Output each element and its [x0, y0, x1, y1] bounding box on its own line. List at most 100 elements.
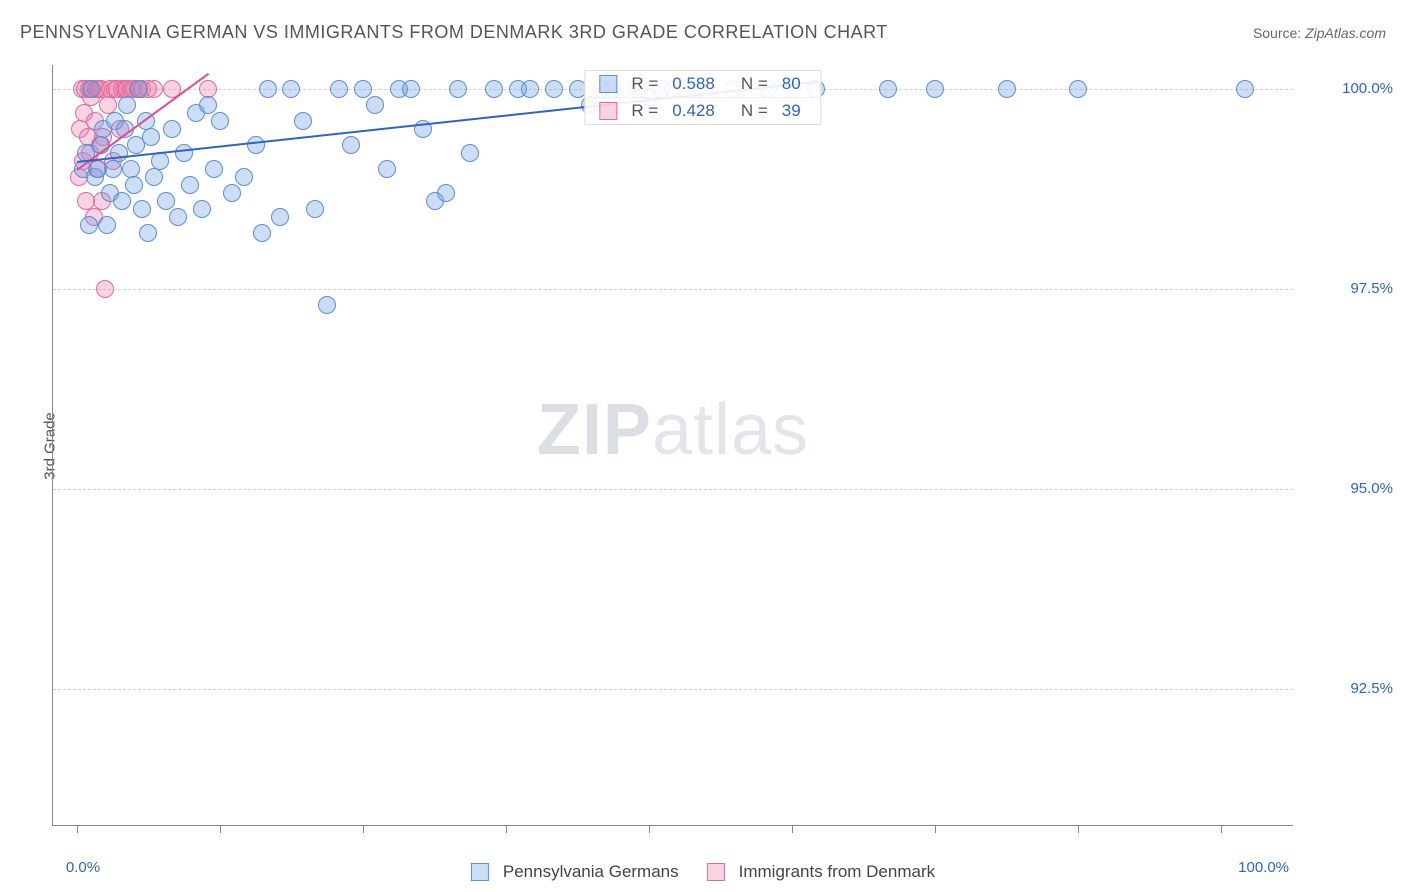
data-point-blue: [211, 112, 229, 130]
data-point-blue: [485, 80, 503, 98]
data-point-blue: [133, 200, 151, 218]
legend-item-blue: Pennsylvania Germans: [471, 862, 679, 882]
x-tick: [1221, 825, 1222, 833]
data-point-blue: [449, 80, 467, 98]
data-point-blue: [157, 192, 175, 210]
data-point-blue: [998, 80, 1016, 98]
n-label: N =: [741, 101, 768, 121]
data-point-blue: [82, 80, 100, 98]
x-tick: [649, 825, 650, 833]
swatch-blue: [599, 75, 617, 93]
source-label: Source:: [1253, 25, 1301, 41]
data-point-blue: [247, 136, 265, 154]
r-value-blue: 0.588: [672, 74, 715, 94]
data-point-blue: [282, 80, 300, 98]
data-point-blue: [461, 144, 479, 162]
data-point-blue: [1236, 80, 1254, 98]
data-point-blue: [125, 176, 143, 194]
watermark-atlas: atlas: [652, 390, 809, 470]
data-point-blue: [110, 144, 128, 162]
legend-item-pink: Immigrants from Denmark: [707, 862, 935, 882]
data-point-blue: [145, 168, 163, 186]
source-value: ZipAtlas.com: [1305, 25, 1386, 41]
swatch-pink: [707, 863, 725, 881]
r-value-pink: 0.428: [672, 101, 715, 121]
n-value-blue: 80: [782, 74, 801, 94]
series-legend: Pennsylvania Germans Immigrants from Den…: [471, 862, 935, 882]
data-point-blue: [402, 80, 420, 98]
gridline: [53, 689, 1293, 690]
data-point-blue: [181, 176, 199, 194]
data-point-blue: [104, 160, 122, 178]
data-point-blue: [193, 200, 211, 218]
x-right-label: 100.0%: [1238, 859, 1289, 876]
data-point-blue: [253, 224, 271, 242]
x-tick: [792, 825, 793, 833]
data-point-blue: [366, 96, 384, 114]
data-point-blue: [378, 160, 396, 178]
data-point-blue: [175, 144, 193, 162]
x-tick: [935, 825, 936, 833]
data-point-pink: [96, 280, 114, 298]
data-point-blue: [271, 208, 289, 226]
legend-label-pink: Immigrants from Denmark: [739, 862, 935, 882]
data-point-blue: [926, 80, 944, 98]
correlation-row-pink: R = 0.428 N = 39: [585, 97, 820, 124]
watermark-zip: ZIP: [537, 390, 652, 470]
r-label: R =: [631, 74, 658, 94]
data-point-blue: [80, 216, 98, 234]
data-point-blue: [118, 96, 136, 114]
data-point-blue: [223, 184, 241, 202]
r-label: R =: [631, 101, 658, 121]
data-point-blue: [139, 224, 157, 242]
x-tick: [1078, 825, 1079, 833]
data-point-blue: [330, 80, 348, 98]
data-point-blue: [306, 200, 324, 218]
x-tick: [363, 825, 364, 833]
x-tick: [220, 825, 221, 833]
data-point-blue: [205, 160, 223, 178]
data-point-pink: [145, 80, 163, 98]
data-point-blue: [437, 184, 455, 202]
data-point-blue: [235, 168, 253, 186]
swatch-blue: [471, 863, 489, 881]
x-left-label: 0.0%: [66, 859, 100, 876]
data-point-blue: [199, 96, 217, 114]
gridline: [53, 289, 1293, 290]
chart-source: Source: ZipAtlas.com: [1253, 25, 1386, 41]
swatch-pink: [599, 102, 617, 120]
data-point-blue: [142, 128, 160, 146]
data-point-blue: [545, 80, 563, 98]
data-point-blue: [879, 80, 897, 98]
data-point-blue: [354, 80, 372, 98]
data-point-blue: [163, 120, 181, 138]
legend-label-blue: Pennsylvania Germans: [503, 862, 679, 882]
y-tick-label: 92.5%: [1303, 680, 1393, 697]
n-label: N =: [741, 74, 768, 94]
scatter-plot: ZIPatlas 92.5%95.0%97.5%100.0%: [52, 65, 1293, 826]
data-point-blue: [259, 80, 277, 98]
y-tick-label: 100.0%: [1303, 80, 1393, 97]
data-point-blue: [169, 208, 187, 226]
data-point-blue: [318, 296, 336, 314]
data-point-blue: [1069, 80, 1087, 98]
watermark: ZIPatlas: [537, 389, 809, 471]
chart-header: PENNSYLVANIA GERMAN VS IMMIGRANTS FROM D…: [20, 22, 1386, 43]
y-tick-label: 97.5%: [1303, 280, 1393, 297]
data-point-blue: [113, 192, 131, 210]
y-tick-label: 95.0%: [1303, 480, 1393, 497]
data-point-blue: [130, 80, 148, 98]
data-point-blue: [342, 136, 360, 154]
x-tick: [77, 825, 78, 833]
data-point-blue: [521, 80, 539, 98]
correlation-row-blue: R = 0.588 N = 80: [585, 71, 820, 97]
data-point-blue: [122, 160, 140, 178]
data-point-blue: [98, 216, 116, 234]
n-value-pink: 39: [782, 101, 801, 121]
gridline: [53, 489, 1293, 490]
chart-title: PENNSYLVANIA GERMAN VS IMMIGRANTS FROM D…: [20, 22, 888, 43]
correlation-legend: R = 0.588 N = 80 R = 0.428 N = 39: [584, 70, 821, 125]
data-point-blue: [151, 152, 169, 170]
x-tick: [506, 825, 507, 833]
data-point-blue: [294, 112, 312, 130]
